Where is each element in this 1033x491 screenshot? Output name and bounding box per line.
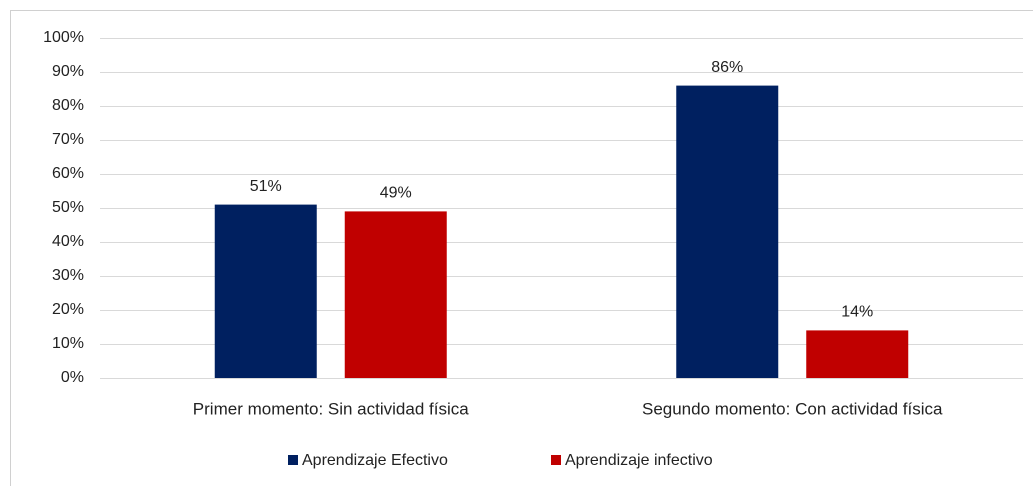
y-tick-label: 50% [52, 199, 84, 216]
data-label: 86% [711, 59, 743, 76]
bar [345, 211, 447, 378]
y-tick-label: 10% [52, 335, 84, 352]
legend-label: Aprendizaje Efectivo [302, 452, 448, 469]
bar [806, 330, 908, 378]
legend-marker [288, 455, 298, 465]
data-label: 14% [841, 304, 873, 321]
y-tick-label: 60% [52, 165, 84, 182]
x-tick-label: Primer momento: Sin actividad física [193, 399, 469, 418]
y-tick-label: 0% [61, 369, 84, 386]
legend-marker [551, 455, 561, 465]
y-tick-label: 40% [52, 233, 84, 250]
bar [215, 205, 317, 378]
x-tick-label: Segundo momento: Con actividad física [642, 399, 943, 418]
y-tick-label: 30% [52, 267, 84, 284]
y-tick-label: 20% [52, 301, 84, 318]
y-tick-label: 80% [52, 97, 84, 114]
data-label: 51% [250, 178, 282, 195]
y-tick-label: 90% [52, 63, 84, 80]
bar [676, 86, 778, 378]
y-tick-label: 70% [52, 131, 84, 148]
legend-label: Aprendizaje infectivo [565, 452, 713, 469]
y-tick-label: 100% [43, 29, 84, 46]
data-label: 49% [380, 185, 412, 202]
